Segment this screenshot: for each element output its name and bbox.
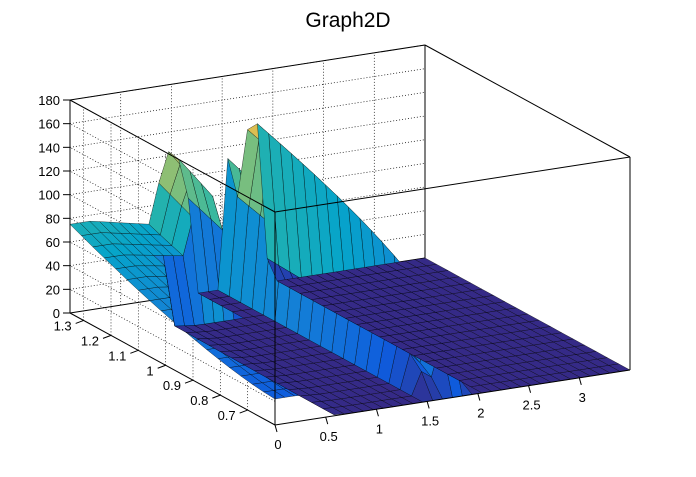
y-tick-label: 1 [146, 363, 153, 378]
z-tick-label: 160 [38, 117, 60, 132]
x-tick-label: 3 [579, 390, 586, 405]
y-tick [212, 394, 221, 399]
y-tick [184, 379, 194, 384]
right-top-edge [424, 44, 631, 158]
y-tick [75, 319, 84, 324]
y-tick-label: 1.2 [81, 333, 99, 348]
x-tick-label: 1.5 [421, 413, 439, 428]
x-tick-label: 2.5 [523, 398, 541, 413]
x-tick-label: 0 [274, 437, 281, 452]
x-tick [578, 377, 582, 385]
z-tick-label: 120 [38, 164, 60, 179]
front-frame [69, 99, 631, 426]
y-tick-label: 1.3 [54, 318, 72, 333]
front-top-edge [274, 156, 631, 213]
z-tick-label: 40 [46, 259, 60, 274]
z-tick-label: 180 [38, 93, 60, 108]
surface-cell [414, 257, 438, 267]
front-floor-edge [274, 369, 631, 426]
z-tick-label: 0 [53, 306, 60, 321]
y-tick [130, 349, 139, 354]
x-tick-label: 2 [477, 406, 484, 421]
x-tick [325, 417, 329, 425]
axis-ticks: 0 20 40 60 80 100 120 140 160 180 0 0.5 1 1.5 2 2.5 3 0.7… [38, 93, 586, 452]
z-gridline [69, 68, 426, 125]
back-top-edge [69, 44, 426, 101]
x-tick [426, 401, 430, 409]
left-floor-edge [69, 312, 276, 426]
x-tick [528, 385, 532, 393]
y-tick-label: 1.1 [108, 348, 126, 363]
z-tick-label: 60 [46, 235, 60, 250]
left-top-edge [69, 99, 276, 213]
y-tick-label: 0.7 [218, 408, 236, 423]
y-tick-label: 0.9 [163, 378, 181, 393]
y-tick-label: 0.8 [190, 393, 208, 408]
x-tick-label: 1 [376, 421, 383, 436]
chart-title: Graph2D [305, 9, 390, 32]
x-tick [477, 393, 481, 401]
x-tick-label: 0.5 [320, 429, 338, 444]
x-tick [274, 424, 278, 433]
y-tick [102, 334, 112, 339]
y-tick [157, 364, 166, 369]
x-tick [375, 409, 379, 417]
z-tick-label: 100 [38, 188, 60, 203]
y-tick [239, 409, 248, 414]
z-tick-label: 20 [46, 282, 60, 297]
z-tick-label: 140 [38, 140, 60, 155]
z-tick-label: 80 [46, 211, 60, 226]
surface-mesh [69, 123, 631, 416]
